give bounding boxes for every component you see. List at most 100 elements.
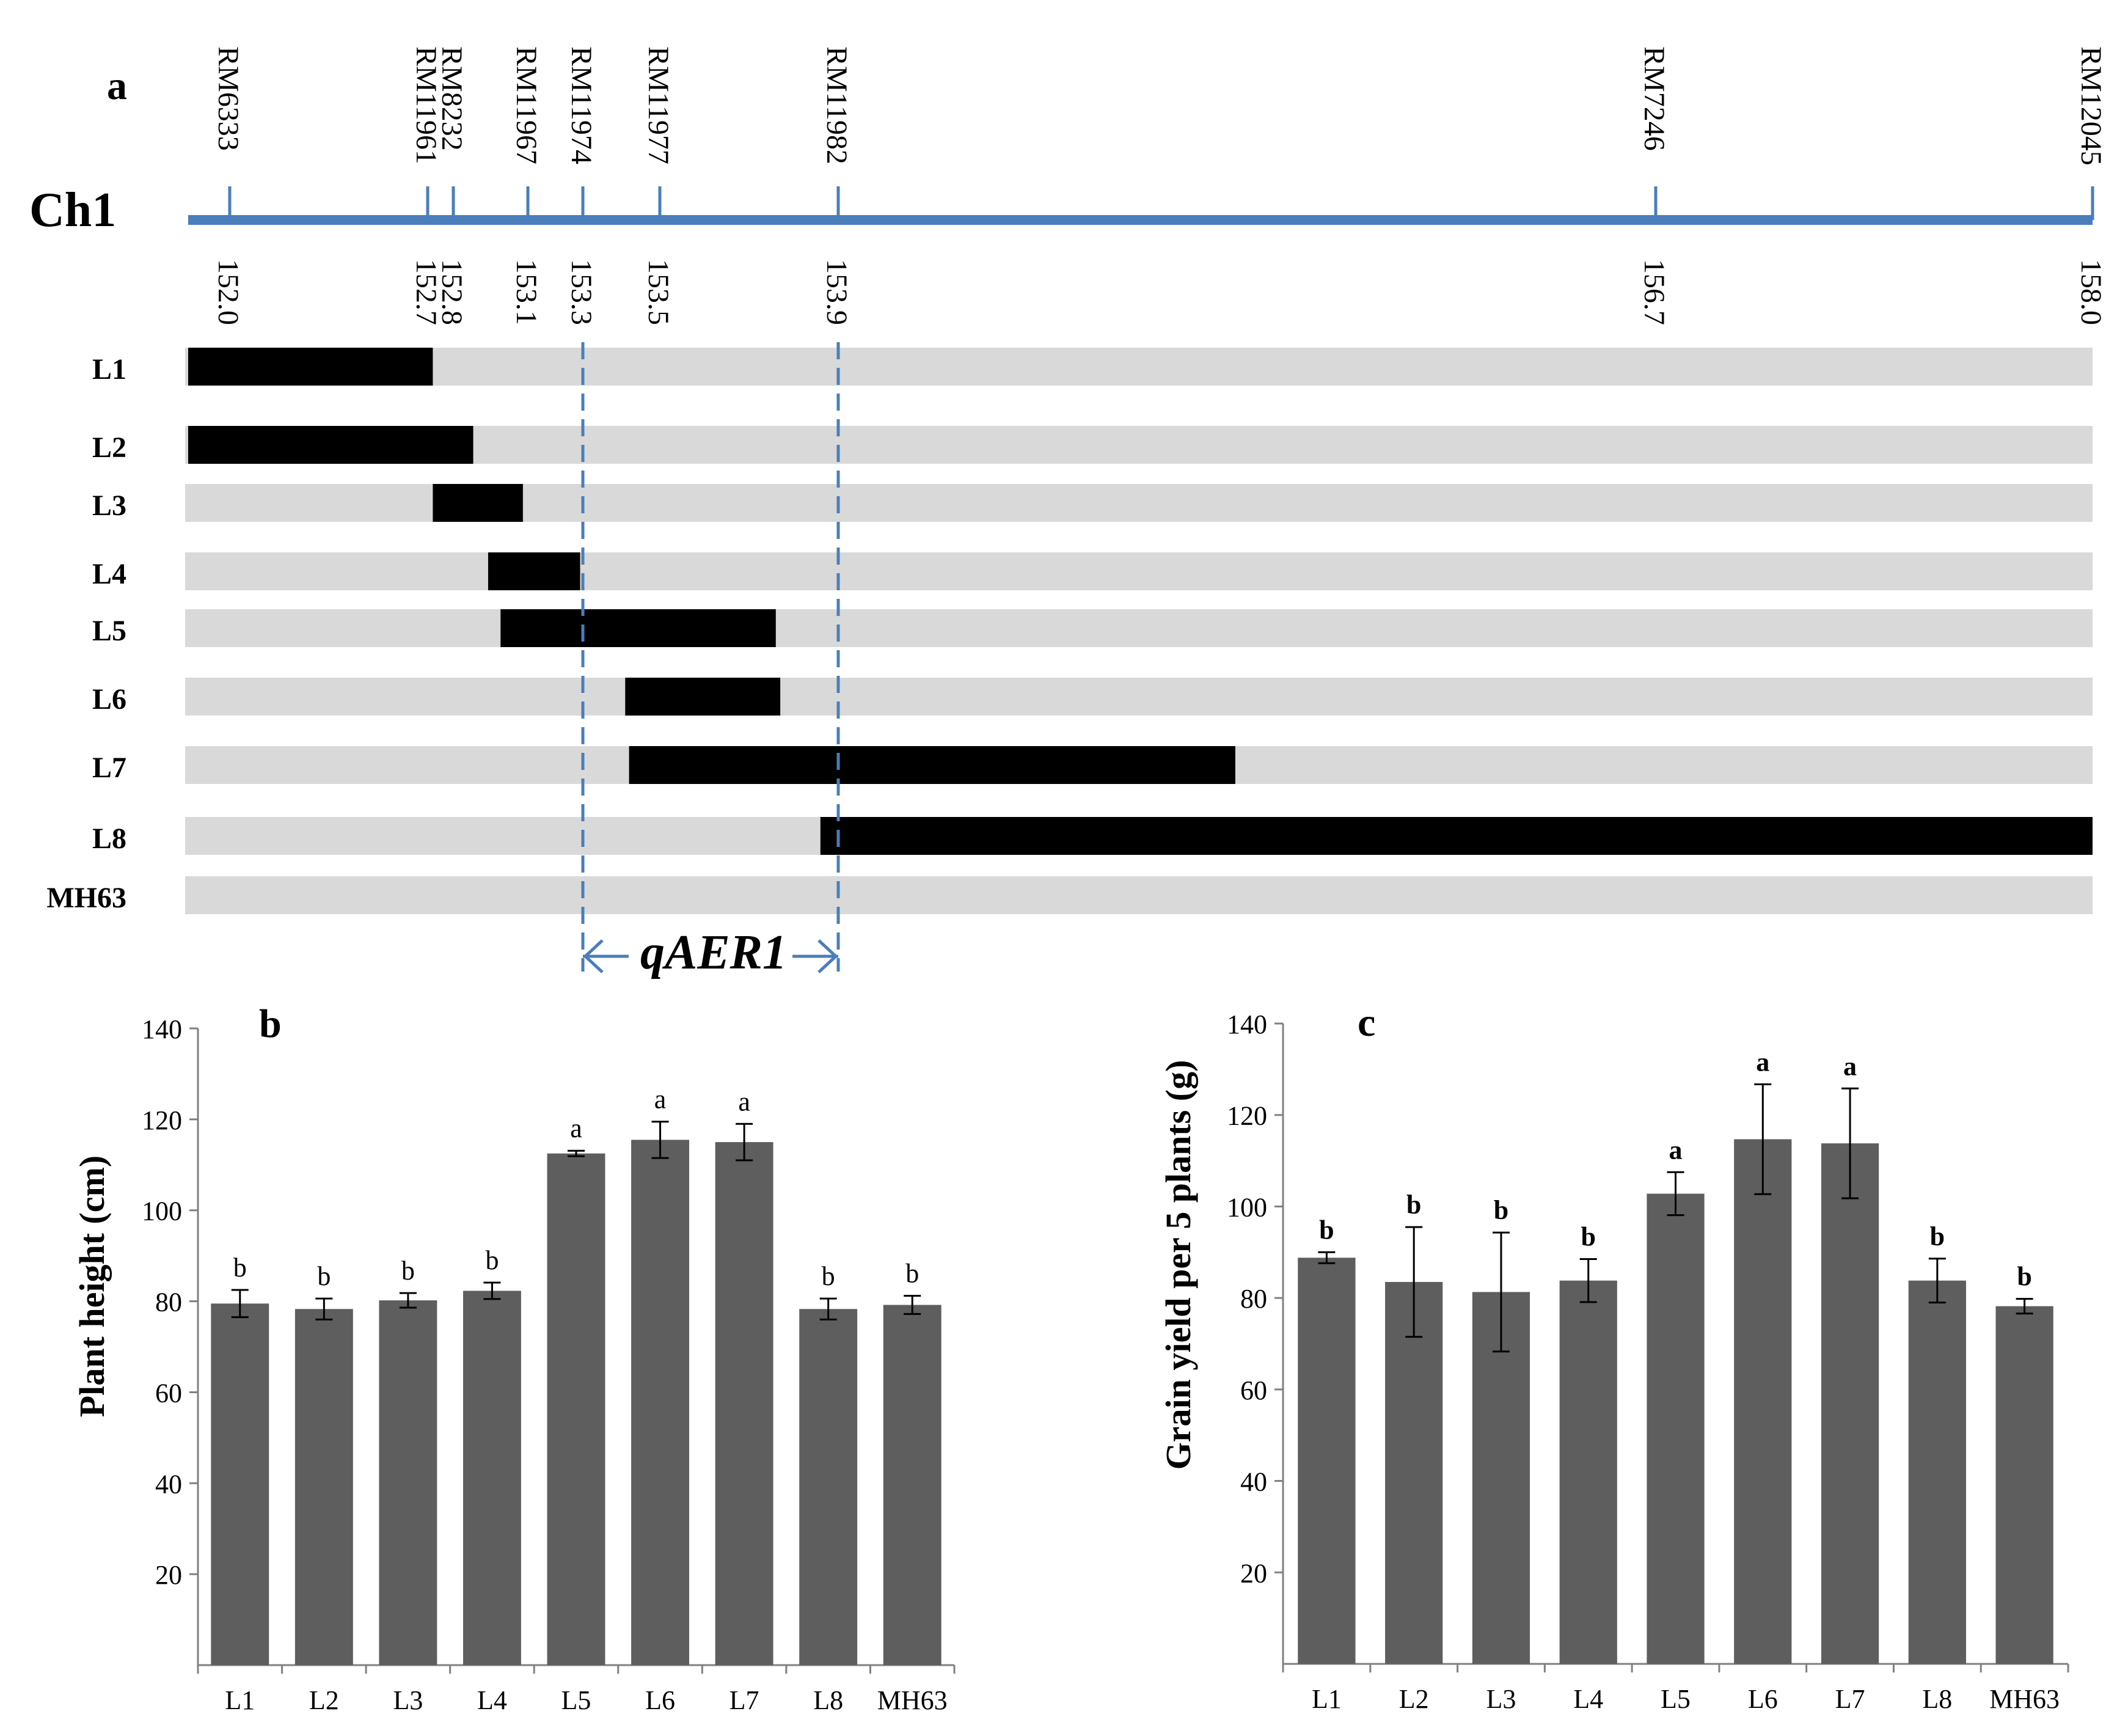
bar	[1734, 1139, 1792, 1664]
bar	[1821, 1143, 1879, 1664]
line-background	[185, 876, 2093, 914]
x-tick-label: L1	[1312, 1684, 1342, 1714]
y-tick-label: 20	[1240, 1558, 1267, 1588]
bar	[547, 1153, 605, 1665]
bar	[1559, 1280, 1617, 1664]
panel-c-label: c	[1358, 1000, 1375, 1045]
x-tick-label: L7	[1835, 1684, 1865, 1714]
bar	[211, 1303, 269, 1665]
y-tick-label: 60	[155, 1378, 182, 1408]
qtl-arrowhead-right	[817, 939, 838, 973]
introgression-segment	[625, 678, 781, 716]
panel-b-ylabel: Plant height (cm)	[72, 1156, 112, 1418]
bar	[1647, 1193, 1705, 1664]
line-label: L7	[92, 752, 126, 784]
bar	[631, 1140, 690, 1665]
significance-letter: b	[822, 1261, 835, 1291]
x-tick-label: MH63	[1989, 1684, 2060, 1714]
significance-letter: b	[1406, 1190, 1421, 1220]
bar	[715, 1142, 773, 1665]
marker-labels: RM6333 152.0 RM11961 152.7 RM8232 152.8 RM1196…	[212, 46, 2107, 325]
marker-position: 153.3	[565, 259, 598, 325]
y-tick-label: 120	[1227, 1101, 1267, 1131]
line-label: L2	[92, 431, 126, 464]
marker-position: 156.7	[1638, 259, 1670, 325]
marker-position: 152.0	[212, 259, 244, 325]
bar	[1298, 1258, 1356, 1664]
chromosome-label: Ch1	[29, 183, 116, 237]
chromosome-axis	[188, 186, 2094, 225]
x-tick-label: L4	[1573, 1684, 1603, 1714]
x-tick-label: L2	[1399, 1684, 1429, 1714]
x-tick-label: L5	[561, 1685, 591, 1715]
significance-letter: b	[905, 1259, 919, 1289]
x-tick-label: L4	[477, 1685, 507, 1715]
qtl-interval: qAER1	[581, 342, 840, 980]
line-label: L1	[92, 353, 126, 386]
x-tick-label: MH63	[877, 1685, 948, 1715]
qtl-arrowhead-left	[583, 939, 604, 973]
marker-position: 153.5	[642, 259, 675, 325]
line-label: MH63	[46, 882, 126, 914]
significance-letter: b	[401, 1256, 415, 1286]
line-label: L5	[92, 615, 126, 647]
significance-letter: b	[2017, 1262, 2031, 1292]
introgression-segment	[488, 552, 580, 590]
bar	[1995, 1306, 2053, 1664]
y-tick-label: 80	[155, 1287, 182, 1317]
x-tick-label: L1	[225, 1685, 255, 1715]
significance-letter: b	[1319, 1215, 1334, 1245]
introgression-segment	[820, 817, 2093, 855]
bar	[1472, 1292, 1530, 1664]
chart-b-plot: 20 40 60 80 100 120 140 b L1 b L2 b L3 b L4 a L5 a L6 a L7 b L…	[142, 1014, 956, 1715]
marker-name: RM6333	[212, 46, 244, 151]
marker-name: RM7246	[1638, 46, 1670, 151]
y-tick-label: 140	[1227, 1009, 1267, 1039]
bar	[379, 1300, 437, 1665]
introgression-segment	[188, 426, 473, 464]
y-tick-label: 20	[155, 1560, 182, 1590]
bar	[799, 1309, 858, 1665]
x-tick-label: L3	[1486, 1684, 1516, 1714]
bar	[883, 1305, 942, 1665]
x-tick-label: L6	[1748, 1684, 1778, 1714]
panel-c-ylabel: Grain yield per 5 plants (g)	[1158, 1060, 1198, 1470]
line-background	[185, 678, 2093, 716]
x-tick-label: L7	[729, 1685, 759, 1715]
x-tick-label: L8	[1922, 1684, 1952, 1714]
x-tick-label: L2	[309, 1685, 339, 1715]
x-tick-label: L8	[813, 1685, 843, 1715]
significance-letter: b	[233, 1253, 247, 1283]
marker-name: RM11974	[565, 46, 598, 164]
y-tick-label: 100	[142, 1196, 182, 1226]
line-background	[185, 609, 2093, 647]
line-background	[185, 552, 2093, 590]
y-tick-label: 100	[1227, 1192, 1267, 1222]
y-tick-label: 140	[142, 1014, 182, 1044]
bar	[1385, 1281, 1443, 1664]
marker-position: 153.9	[821, 259, 853, 325]
x-tick-label: L3	[393, 1685, 423, 1715]
panel-b-label: b	[259, 1002, 282, 1046]
x-tick-label: L6	[645, 1685, 675, 1715]
line-background	[185, 348, 2093, 386]
panel-a-genetic-map: a Ch1 RM6333 152.0 RM11961 152.7 RM8232 152.8…	[29, 46, 2107, 980]
introgression-lines: L1 L2 L3 L4 L5 L6 L7 L8 MH63	[46, 348, 2093, 914]
y-tick-label: 80	[1240, 1284, 1267, 1314]
line-label: L3	[92, 489, 126, 522]
marker-name: RM8232	[436, 46, 468, 151]
significance-letter: b	[1494, 1195, 1508, 1225]
introgression-segment	[433, 484, 523, 522]
significance-letter: a	[570, 1113, 582, 1143]
marker-name: RM11967	[510, 46, 543, 164]
panel-b-plant-height-chart: b Plant height (cm) 20 40 60 80 100 120 140 b L1…	[72, 1002, 956, 1715]
marker-name: RM11982	[821, 46, 853, 164]
y-tick-label: 60	[1240, 1375, 1267, 1405]
significance-letter: b	[1581, 1222, 1595, 1252]
introgression-segment	[629, 746, 1235, 784]
introgression-segment	[188, 348, 433, 386]
significance-letter: b	[485, 1245, 499, 1275]
significance-letter: a	[654, 1085, 667, 1115]
significance-letter: b	[317, 1261, 331, 1291]
